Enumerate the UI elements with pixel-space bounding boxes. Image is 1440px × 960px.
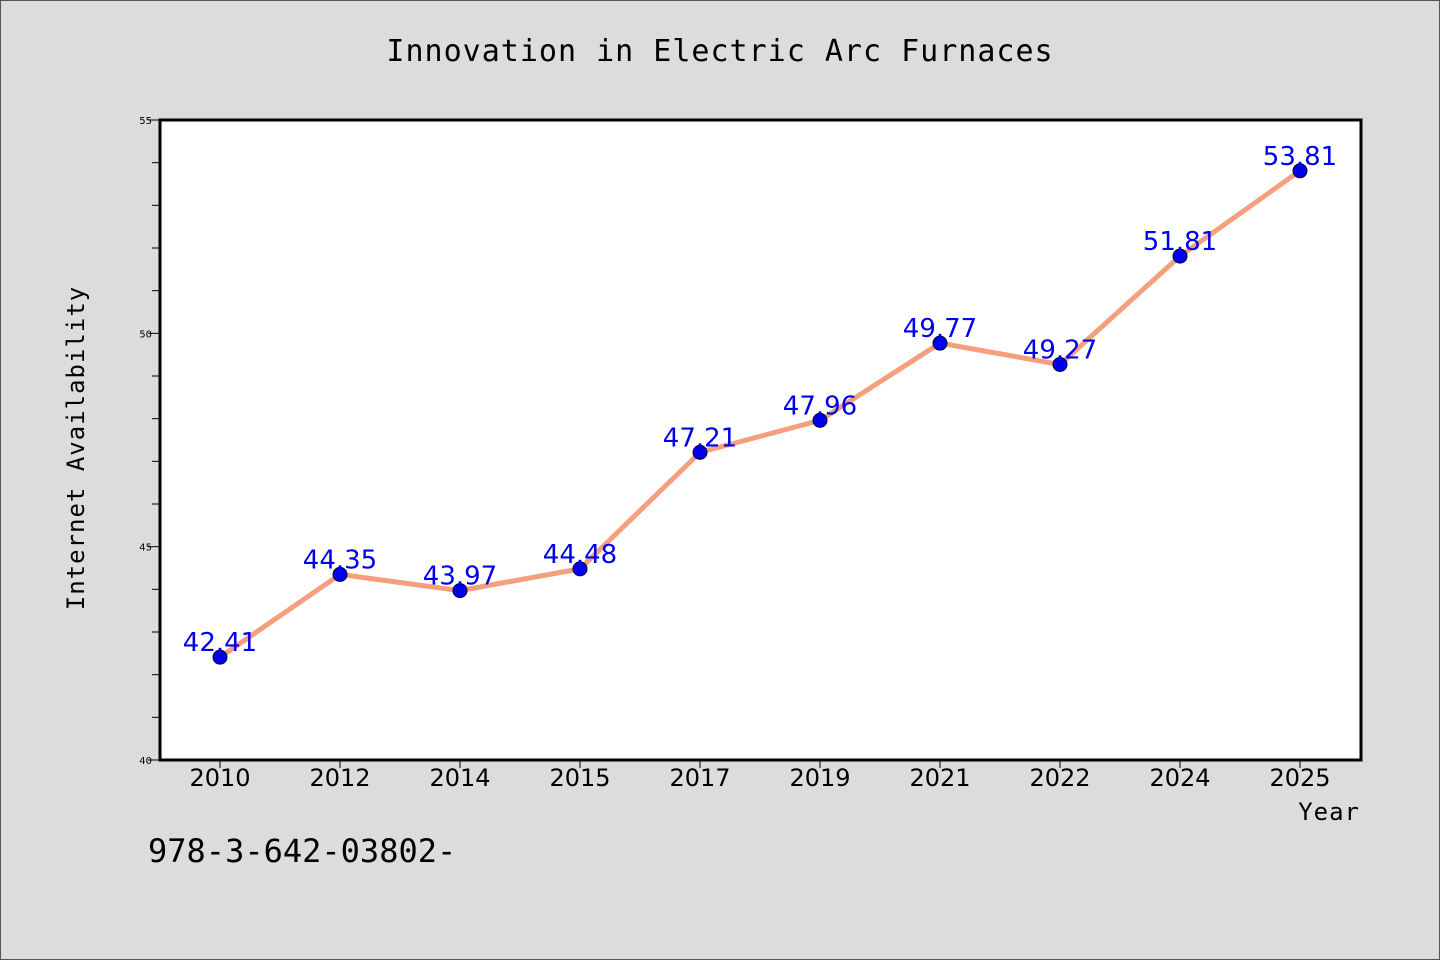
data-point bbox=[452, 583, 468, 599]
data-label: 42.41 bbox=[183, 628, 257, 658]
x-tick-label: 2022 bbox=[1029, 764, 1090, 792]
y-tick-label: 50 bbox=[139, 329, 152, 340]
data-point bbox=[812, 412, 828, 428]
x-tick-label: 2014 bbox=[429, 764, 490, 792]
data-label: 51.81 bbox=[1143, 227, 1217, 257]
data-label: 44.48 bbox=[543, 540, 617, 570]
chart-title: Innovation in Electric Arc Furnaces bbox=[386, 34, 1054, 69]
x-tick-label: 2025 bbox=[1269, 764, 1330, 792]
series-layer bbox=[217, 168, 1303, 660]
x-tick-label: 2015 bbox=[549, 764, 610, 792]
x-tick-label: 2017 bbox=[669, 764, 730, 792]
data-label-layer: 42.41 44.35 43.97 44.48 47.21 47.96 49.77 49.27… bbox=[183, 142, 1337, 658]
note-text: 978-3-642-03802- bbox=[148, 832, 457, 870]
data-point bbox=[932, 335, 948, 351]
y-axis: 40 45 50 55 bbox=[139, 116, 160, 767]
y-axis-title: Internet Availability bbox=[62, 286, 90, 610]
data-point bbox=[1052, 356, 1068, 372]
x-tick-label: 2021 bbox=[909, 764, 970, 792]
marker-layer bbox=[212, 163, 1308, 665]
x-tick-label: 2019 bbox=[789, 764, 850, 792]
data-label: 43.97 bbox=[423, 562, 497, 592]
data-point bbox=[572, 561, 588, 577]
y-tick-label: 45 bbox=[139, 543, 152, 554]
x-tick-label: 2010 bbox=[189, 764, 250, 792]
data-label: 47.21 bbox=[663, 423, 737, 453]
data-point bbox=[1292, 163, 1308, 179]
data-label: 53.81 bbox=[1263, 142, 1337, 172]
data-point bbox=[692, 444, 708, 460]
data-label: 49.27 bbox=[1023, 335, 1097, 365]
plot-area bbox=[158, 118, 1363, 762]
x-tick-label: 2024 bbox=[1149, 764, 1210, 792]
y-tick-label: 55 bbox=[139, 116, 152, 127]
x-tick-label: 2012 bbox=[309, 764, 370, 792]
data-point bbox=[332, 566, 348, 582]
data-point bbox=[1172, 248, 1188, 264]
x-axis: 2010 2012 2014 2015 2017 2019 2021 2022 2024 2025 bbox=[189, 760, 1331, 792]
data-label: 47.96 bbox=[783, 391, 857, 421]
data-label: 44.35 bbox=[303, 545, 377, 575]
series-line bbox=[217, 168, 1303, 660]
x-axis-title: Year bbox=[1298, 798, 1360, 826]
y-tick-label: 40 bbox=[139, 756, 152, 767]
data-point bbox=[212, 649, 228, 665]
data-label: 49.77 bbox=[903, 314, 977, 344]
